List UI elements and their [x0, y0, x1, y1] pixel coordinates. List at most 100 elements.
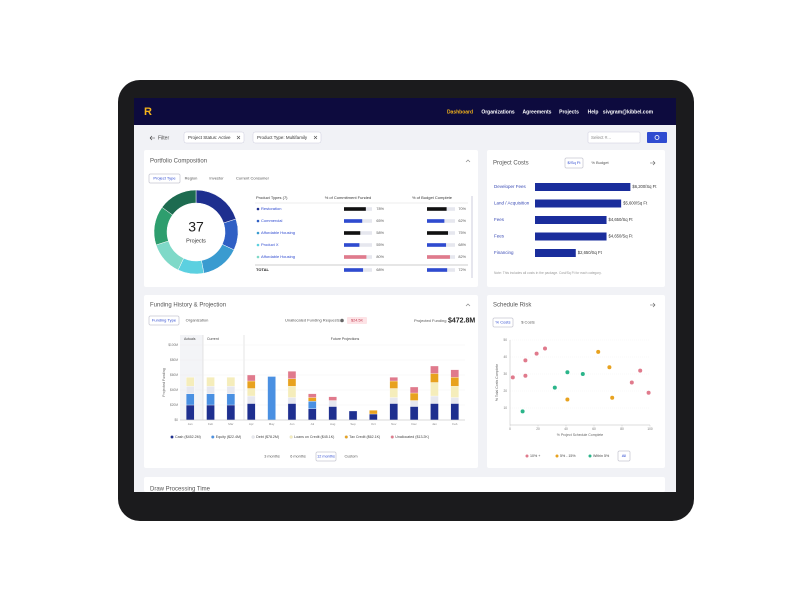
tab[interactable]: % Costs — [496, 320, 511, 325]
budget-bar — [427, 207, 447, 211]
funding-bar-segment — [226, 377, 236, 387]
tab-active — [492, 317, 514, 328]
budget-bar — [427, 268, 448, 272]
select-text: Select #... — [591, 135, 611, 140]
legend-label: Loans on Credit ($45.1K) — [294, 435, 334, 439]
scatter-point — [638, 368, 643, 373]
y-axis-label: % Total Costs Complete — [495, 364, 499, 401]
range-button[interactable]: 3 months — [264, 455, 280, 459]
tab[interactable]: $ Costs — [521, 320, 535, 325]
scatter-point — [580, 372, 585, 376]
badge — [347, 317, 367, 324]
type-dot — [256, 255, 260, 259]
funding-bar-segment — [226, 393, 236, 406]
tab[interactable]: Region — [185, 176, 198, 181]
legend-dot — [555, 454, 559, 458]
commit-pct: 58% — [376, 231, 384, 235]
content: R Dashboard Organizations Agreements Project… — [144, 106, 667, 493]
x-tick-label: Jan — [432, 422, 437, 426]
legend-dot — [170, 435, 174, 439]
commit-pct: 65% — [376, 219, 384, 223]
user-menu[interactable]: sivgram@kibbel.com — [603, 109, 654, 115]
nav-link[interactable]: Dashboard — [447, 109, 473, 115]
card-title: Project Costs — [493, 161, 529, 167]
range-button[interactable]: 6 months — [290, 455, 306, 459]
cost-category: Land / Acquisition — [494, 201, 530, 206]
type-dot — [256, 207, 260, 211]
scatter-point — [610, 395, 615, 400]
all-button[interactable] — [617, 450, 631, 462]
tab[interactable]: Current Consumer — [236, 176, 270, 181]
nav-link[interactable]: Help — [588, 109, 599, 115]
filter-chip[interactable] — [183, 131, 245, 144]
cost-label: $2,650/Sq Ft — [578, 250, 603, 255]
cost-bar — [535, 249, 576, 257]
funding-bar-segment — [287, 403, 297, 421]
tab[interactable]: Investor — [209, 176, 224, 181]
draw-card — [144, 477, 665, 492]
nav-link[interactable]: Agreements — [523, 109, 552, 115]
nav-link[interactable]: Projects — [559, 109, 579, 115]
funding-bar-segment — [308, 401, 317, 409]
funding-bar-segment — [430, 373, 439, 383]
expand-icon — [650, 302, 656, 308]
x-tick-label: Jul — [310, 422, 314, 426]
funding-bar-segment — [267, 376, 276, 421]
nav-link[interactable]: Organizations — [481, 109, 515, 115]
filter-chip-text: Project Status: Active — [188, 135, 231, 140]
toggle-active[interactable] — [564, 157, 584, 169]
settings-button[interactable] — [647, 132, 667, 143]
funding-bar-segment — [369, 410, 378, 415]
filter-chip[interactable] — [252, 131, 322, 144]
risk-card — [487, 295, 665, 468]
funding-bar-segment — [389, 397, 398, 404]
y-tick-label: $80M — [170, 358, 178, 362]
funding-bar-segment — [328, 396, 337, 401]
tab-active — [148, 173, 181, 184]
budget-pct: 62% — [458, 219, 466, 223]
back-arrow — [149, 135, 155, 141]
tab[interactable]: Project Type — [153, 176, 176, 181]
toggle[interactable]: $/Sq Ft — [568, 160, 582, 165]
legend-dot — [344, 435, 348, 439]
funding-bar-segment — [348, 410, 358, 421]
section-label: Current — [207, 337, 219, 341]
funding-bar-segment — [247, 380, 256, 389]
collapse-icon — [465, 303, 471, 307]
funding-bar-segment — [328, 400, 337, 407]
y-tick-label: $0 — [174, 418, 178, 422]
select-box[interactable] — [587, 131, 641, 144]
legend-label: 5% - 15% — [560, 454, 576, 458]
commit-bar — [344, 231, 361, 235]
funding-bar-segment — [409, 400, 419, 407]
tab[interactable]: Organization — [186, 318, 209, 323]
funding-bar-segment — [247, 374, 256, 382]
x-tick-label: Nov — [391, 422, 397, 426]
nav-bar — [134, 98, 676, 125]
cost-label: $6,200/Sq Ft — [632, 184, 657, 189]
funding-bar-segment — [287, 378, 297, 387]
legend-label: Unallocated ($13.2K) — [395, 435, 429, 439]
scatter-point — [565, 397, 570, 402]
scatter-point — [607, 365, 612, 370]
row-name: Product X — [261, 242, 279, 247]
y-tick-label: $100M — [168, 343, 178, 347]
x-tick-label: Apr — [249, 422, 254, 426]
funding-bar-segment — [430, 403, 439, 421]
tab[interactable]: Funding Type — [152, 318, 177, 323]
cost-bar — [535, 216, 607, 224]
y-tick-label: $60M — [170, 373, 178, 377]
card-title: Draw Processing Time — [150, 487, 211, 493]
toggle[interactable]: % Budget — [591, 160, 609, 165]
funding-bar-segment — [308, 393, 317, 398]
range-button[interactable]: 12 months — [317, 455, 335, 459]
budget-bar — [427, 231, 448, 235]
card-title: Schedule Risk — [493, 303, 532, 309]
donut-label: Projects — [186, 238, 206, 244]
range-button[interactable]: Custom — [344, 455, 357, 459]
budget-pct: 70% — [458, 207, 466, 211]
funding-bar-segment — [247, 395, 256, 404]
tab-active — [148, 315, 180, 326]
x-tick-label: Mar — [228, 422, 233, 426]
legend-label: Cash ($452.2M) — [175, 435, 201, 439]
